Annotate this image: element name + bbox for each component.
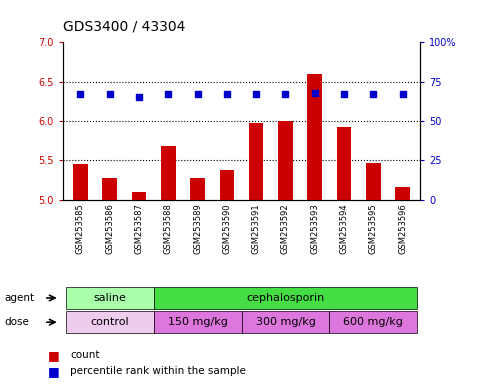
- Bar: [220, 170, 234, 200]
- Text: GSM253593: GSM253593: [310, 204, 319, 254]
- Point: [106, 91, 114, 97]
- Bar: [395, 187, 410, 200]
- Bar: [73, 164, 88, 200]
- Point: [282, 91, 289, 97]
- Text: cephalosporin: cephalosporin: [246, 293, 325, 303]
- Bar: [366, 164, 381, 200]
- Bar: [307, 74, 322, 200]
- Text: count: count: [70, 350, 99, 360]
- Point: [399, 91, 407, 97]
- Bar: [102, 178, 117, 200]
- Text: GSM253591: GSM253591: [252, 204, 261, 254]
- Text: 300 mg/kg: 300 mg/kg: [256, 317, 315, 327]
- Point: [311, 89, 319, 96]
- Text: GSM253592: GSM253592: [281, 204, 290, 254]
- Text: GSM253594: GSM253594: [340, 204, 349, 254]
- Text: ■: ■: [48, 365, 60, 378]
- Point: [369, 91, 377, 97]
- Text: GSM253586: GSM253586: [105, 204, 114, 254]
- Text: GSM253585: GSM253585: [76, 204, 85, 254]
- Point: [76, 91, 84, 97]
- Bar: [132, 192, 146, 200]
- Text: GSM253588: GSM253588: [164, 204, 173, 254]
- Text: GSM253587: GSM253587: [134, 204, 143, 254]
- Point: [223, 91, 231, 97]
- Text: saline: saline: [93, 293, 126, 303]
- Bar: [278, 121, 293, 200]
- Bar: [190, 178, 205, 200]
- Text: percentile rank within the sample: percentile rank within the sample: [70, 366, 246, 376]
- Bar: [249, 122, 263, 200]
- Text: GSM253596: GSM253596: [398, 204, 407, 254]
- Text: GSM253590: GSM253590: [222, 204, 231, 254]
- Point: [135, 94, 143, 101]
- Text: GSM253589: GSM253589: [193, 204, 202, 254]
- Text: 150 mg/kg: 150 mg/kg: [168, 317, 227, 327]
- Text: dose: dose: [5, 317, 30, 327]
- Text: GSM253595: GSM253595: [369, 204, 378, 254]
- Text: GDS3400 / 43304: GDS3400 / 43304: [63, 20, 185, 34]
- Point: [340, 91, 348, 97]
- Bar: [161, 146, 176, 200]
- Text: control: control: [90, 317, 129, 327]
- Bar: [337, 127, 351, 200]
- Point: [194, 91, 201, 97]
- Text: 600 mg/kg: 600 mg/kg: [343, 317, 403, 327]
- Text: ■: ■: [48, 349, 60, 362]
- Point: [252, 91, 260, 97]
- Text: agent: agent: [5, 293, 35, 303]
- Point: [164, 91, 172, 97]
